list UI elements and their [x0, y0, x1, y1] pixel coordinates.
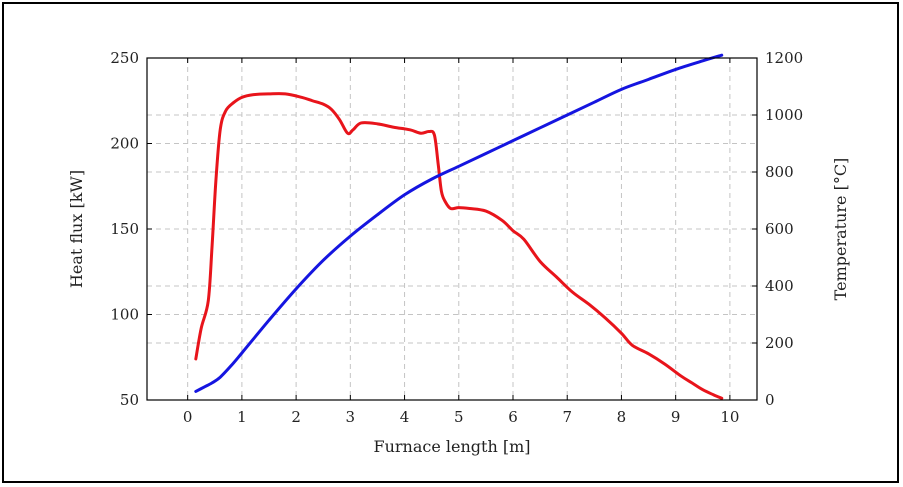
grid-layer: [147, 57, 757, 401]
x-tick-label: 5: [454, 408, 464, 426]
y-tick-label: 150: [110, 220, 139, 238]
y2-tick-label: 0: [765, 391, 775, 409]
x-tick-label: 9: [671, 408, 681, 426]
y-tick-label: 50: [120, 391, 139, 409]
y2-tick-label: 1200: [765, 49, 803, 67]
x-tick-label: 6: [508, 408, 518, 426]
x-tick-label: 4: [400, 408, 410, 426]
heat-flux-series-line: [194, 92, 724, 400]
y2-tick-label: 800: [765, 163, 794, 181]
x-tick-label: 1: [237, 408, 247, 426]
y-axis-label: Heat flux [kW]: [67, 170, 86, 288]
y2-tick-label: 1000: [765, 106, 803, 124]
x-tick-label: 0: [183, 408, 193, 426]
x-tick-label: 10: [720, 408, 739, 426]
x-tick-label: 3: [346, 408, 356, 426]
x-tick-label: 8: [617, 408, 627, 426]
y2-axis-label: Temperature [°C]: [831, 158, 850, 301]
y-tick-label: 250: [110, 49, 139, 67]
x-tick-label: 7: [562, 408, 572, 426]
series-layer: [194, 53, 724, 400]
y2-tick-label: 400: [765, 277, 794, 295]
tick-layer: 0 1 2 3 4 5 6 7 8 9 10 50 100 150 200 250 0 200 400 600 800 1…: [110, 49, 803, 426]
y2-tick-label: 200: [765, 334, 794, 352]
y-tick-label: 100: [110, 306, 139, 324]
temperature-series-line: [194, 53, 724, 393]
y2-tick-label: 600: [765, 220, 794, 238]
x-tick-label: 2: [291, 408, 301, 426]
y-tick-label: 200: [110, 135, 139, 153]
x-axis-label: Furnace length [m]: [373, 437, 530, 456]
